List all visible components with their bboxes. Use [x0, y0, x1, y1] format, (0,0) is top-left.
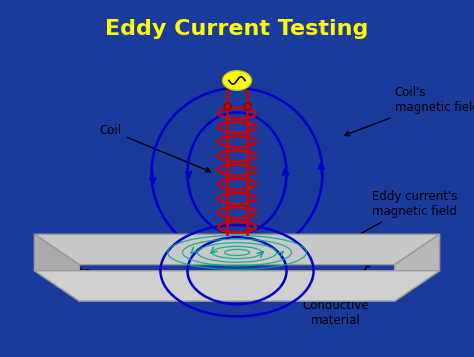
Text: Eddy current's
magnetic field: Eddy current's magnetic field	[308, 190, 457, 262]
Text: Conductive
material: Conductive material	[303, 262, 370, 327]
Text: Eddy Current Testing: Eddy Current Testing	[105, 19, 369, 39]
Polygon shape	[34, 271, 440, 301]
Polygon shape	[394, 234, 440, 301]
Text: Eddy
currents: Eddy currents	[41, 251, 188, 278]
Polygon shape	[34, 234, 80, 301]
Text: Coil: Coil	[100, 124, 210, 172]
Polygon shape	[34, 234, 440, 265]
Circle shape	[223, 71, 251, 90]
Text: Coil's
magnetic field: Coil's magnetic field	[345, 86, 474, 136]
